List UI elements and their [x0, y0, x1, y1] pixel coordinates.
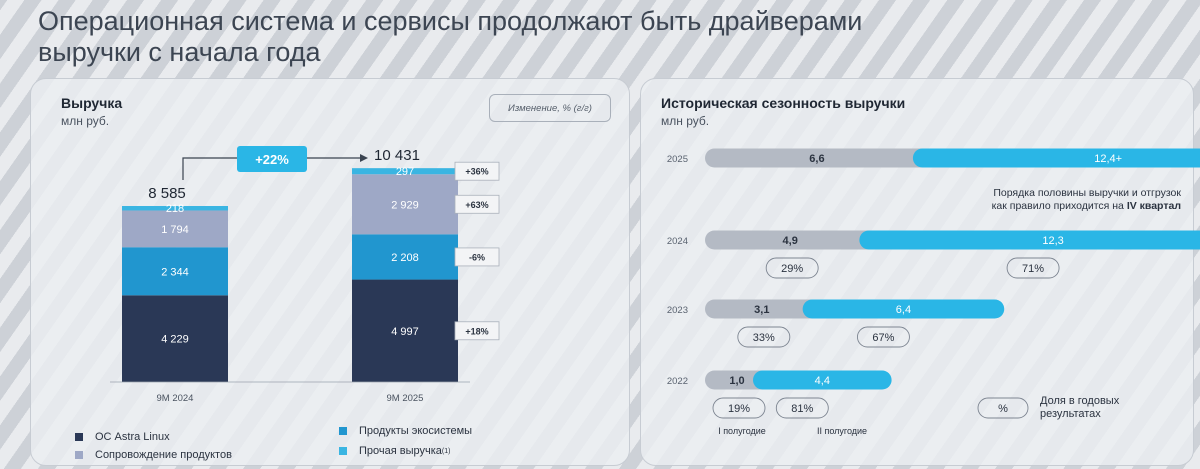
bar-9М 2025-Прочая выручка: [352, 168, 458, 175]
bar-9М 2024-Сопровождение продуктов: [122, 210, 228, 248]
bar-label: 2 208: [391, 252, 419, 264]
bar-label: 2 929: [391, 199, 419, 211]
change-label: -6%: [469, 252, 485, 262]
growth-badge: [237, 146, 307, 172]
change-badge: [454, 321, 500, 341]
growth-label: +22%: [255, 152, 289, 167]
legend-label-other: Прочая выручка: [359, 445, 442, 457]
h2-value: 6,4: [896, 304, 911, 316]
h2-value: 12,3: [1042, 235, 1063, 247]
h1-pct-label: 19%: [728, 403, 750, 415]
x-tick-label: 9М 2025: [387, 393, 424, 404]
legend-swatch-ecosystem: [339, 427, 347, 435]
bar-label: 1 794: [161, 224, 189, 236]
change-badge: [454, 194, 500, 214]
legend-pct-symbol: %: [998, 403, 1008, 415]
h1-pct-badge: [765, 257, 819, 279]
change-label: +36%: [465, 167, 488, 177]
legend-swatch-support: [75, 451, 83, 459]
h2-value: 4,4: [815, 375, 830, 387]
legend-swatch-other: [339, 447, 347, 455]
h1-bar-2023: [705, 299, 821, 319]
revenue-title: Выручка: [61, 95, 123, 111]
year-label: 2025: [667, 154, 688, 165]
h2-pct-label: 67%: [872, 332, 894, 344]
legend-label-support: Сопровождение продуктов: [95, 449, 232, 461]
bar-9М 2024-ОС Astra Linux: [122, 295, 228, 382]
seasonality-note-line1: Порядка половины выручки и отгрузок: [993, 187, 1181, 199]
page-title: Операционная система и сервисы продолжаю…: [38, 6, 863, 67]
seasonality-note-line2: как правило приходится на: [991, 200, 1124, 212]
bar-label: 4 997: [391, 326, 419, 338]
revenue-unit: млн руб.: [61, 114, 110, 128]
legend-swatch-astra: [75, 433, 83, 441]
bar-label: 2 344: [161, 266, 189, 278]
year-label: 2024: [667, 236, 688, 247]
bar-9М 2025-Сопровождение продуктов: [352, 174, 458, 235]
legend-item-astra: ОС Astra Linux: [75, 431, 170, 443]
legend-item-support: Сопровождение продуктов: [75, 449, 232, 461]
year-label: 2022: [667, 376, 688, 387]
h1-value: 3,1: [754, 304, 769, 316]
bar-total: 10 431: [374, 147, 420, 164]
h1-pct-badge: [737, 326, 791, 348]
legend-item-ecosystem: Продукты экосистемы: [339, 425, 472, 437]
h2-value: 12,4+: [1094, 153, 1122, 165]
legend-item-other: Прочая выручка (1): [339, 445, 450, 457]
legend-pct-badge: [977, 397, 1029, 419]
seasonality-note: Порядка половины выручки и отгрузок как …: [931, 187, 1181, 213]
h1-pct-label: 33%: [753, 332, 775, 344]
h1-value: 6,6: [809, 153, 824, 165]
h2-bar-2022: [753, 370, 892, 390]
h1-value: 4,9: [783, 235, 798, 247]
h2-bar-2025: [912, 148, 1200, 168]
h2-bar-2023: [802, 299, 1005, 319]
h1-value: 1,0: [729, 375, 744, 387]
legend-pct-line1: Доля в годовых: [1040, 395, 1120, 407]
h2-bar-2024: [859, 230, 1200, 250]
legend-label-ecosystem: Продукты экосистемы: [359, 425, 473, 437]
h1-pct-badge: [712, 397, 766, 419]
bar-9М 2025-Продукты экосистемы: [352, 234, 458, 280]
h2-pct-badge: [1006, 257, 1060, 279]
h1-bar-2024: [705, 230, 878, 250]
h1-pct-label: 29%: [781, 263, 803, 275]
x-tick-label: 9М 2024: [157, 393, 194, 404]
bar-label: 297: [396, 166, 414, 178]
year-label: 2023: [667, 305, 688, 316]
h2-pct-badge: [857, 326, 910, 348]
h2-pct-badge: [775, 397, 829, 419]
bar-label: 218: [166, 203, 184, 215]
legend-label-astra: ОС Astra Linux: [95, 431, 170, 443]
growth-arrowhead: [360, 154, 368, 162]
legend-pct-line2: результатах: [1040, 408, 1101, 420]
seasonality-note-bold: IV квартал: [1126, 200, 1181, 212]
seasonality-panel: Историческая сезонность выручки млн руб.…: [640, 78, 1194, 466]
h2-pct-label: 71%: [1022, 263, 1044, 275]
legend-footnote-other: (1): [441, 447, 451, 455]
bar-9М 2024-Прочая выручка: [122, 206, 228, 211]
change-label: +18%: [465, 326, 488, 336]
h1-bar-2025: [705, 148, 931, 168]
seasonality-title: Историческая сезонность выручки: [661, 95, 906, 111]
seasonality-unit: млн руб.: [661, 114, 710, 128]
change-badge: [454, 161, 500, 181]
change-legend-box: Изменение, % (г/г): [489, 94, 611, 122]
h2-pct-label: 81%: [791, 403, 813, 415]
bar-total: 8 585: [148, 185, 186, 202]
bar-9М 2025-ОС Astra Linux: [352, 279, 458, 382]
change-label: +63%: [465, 200, 488, 210]
bar-9М 2024-Продукты экосистемы: [122, 247, 228, 296]
legend-h1-label: I полугодие: [718, 426, 766, 436]
bar-label: 4 229: [161, 334, 189, 346]
change-badge: [454, 247, 500, 267]
legend-h2-label: II полугодие: [817, 426, 867, 436]
